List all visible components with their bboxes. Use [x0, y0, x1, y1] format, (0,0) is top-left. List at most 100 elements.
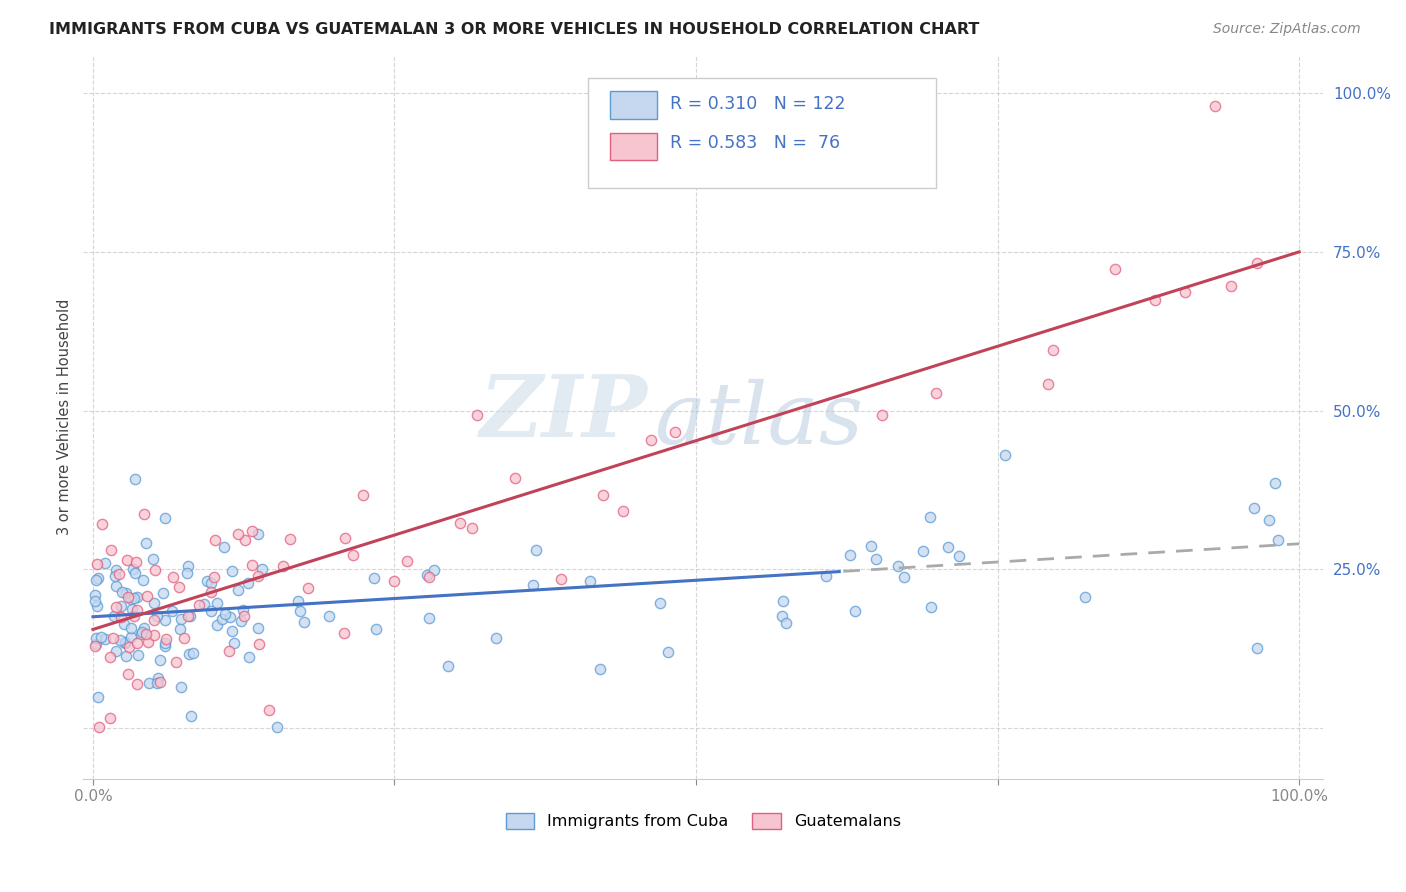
Point — [395, 554, 418, 568]
Point — [231, 614, 253, 628]
Point — [292, 615, 315, 629]
Point — [1264, 475, 1286, 490]
Point — [143, 628, 166, 642]
Point — [86, 557, 108, 571]
Point — [136, 589, 159, 603]
Point — [138, 676, 160, 690]
Point — [131, 624, 153, 639]
Point — [162, 569, 184, 583]
Text: R = 0.583   N =  76: R = 0.583 N = 76 — [669, 135, 839, 153]
Point — [384, 574, 406, 588]
Point — [146, 675, 169, 690]
Point — [195, 574, 218, 589]
Point — [200, 576, 222, 591]
Point — [1144, 293, 1167, 308]
Point — [775, 616, 797, 631]
Point — [1267, 533, 1289, 547]
Point — [181, 646, 204, 660]
Point — [149, 653, 172, 667]
Point — [224, 635, 246, 649]
Point — [105, 579, 128, 593]
Point — [240, 558, 263, 572]
Y-axis label: 3 or more Vehicles in Household: 3 or more Vehicles in Household — [58, 299, 72, 535]
Point — [100, 542, 122, 557]
Point — [125, 555, 148, 569]
Point — [173, 632, 195, 646]
Point — [143, 563, 166, 577]
Point — [115, 553, 138, 567]
Point — [169, 622, 191, 636]
Point — [84, 594, 107, 608]
Point — [91, 517, 114, 532]
Point — [205, 596, 228, 610]
Point — [522, 578, 544, 592]
Point — [814, 568, 837, 582]
Point — [165, 655, 187, 669]
Point — [423, 563, 446, 577]
Point — [94, 632, 117, 647]
Point — [112, 617, 135, 632]
Point — [865, 552, 887, 566]
Point — [503, 471, 526, 485]
Point — [114, 635, 136, 649]
Point — [925, 386, 948, 401]
Point — [221, 624, 243, 639]
Point — [859, 539, 882, 553]
Point — [612, 504, 634, 518]
Point — [770, 608, 793, 623]
Point — [135, 536, 157, 550]
Point — [844, 603, 866, 617]
Text: ZIP: ZIP — [479, 371, 648, 455]
Point — [233, 533, 256, 547]
Point — [200, 604, 222, 618]
Point — [640, 433, 662, 447]
Point — [94, 556, 117, 570]
Point — [266, 720, 288, 734]
Point — [86, 599, 108, 613]
Point — [226, 582, 249, 597]
Point — [416, 567, 439, 582]
Point — [839, 548, 862, 562]
Point — [287, 593, 309, 607]
Point — [1074, 590, 1097, 604]
Point — [162, 604, 184, 618]
Point — [134, 621, 156, 635]
Point — [1174, 285, 1197, 300]
Point — [592, 488, 614, 502]
Point — [120, 630, 142, 644]
Point — [1246, 256, 1268, 270]
Point — [104, 563, 127, 577]
Point — [920, 510, 942, 524]
Point — [1243, 501, 1265, 516]
Point — [117, 667, 139, 681]
Point — [936, 540, 959, 554]
Point — [200, 585, 222, 599]
Point — [1038, 377, 1060, 392]
Point — [142, 613, 165, 627]
Point — [121, 602, 143, 616]
Point — [218, 643, 240, 657]
Point — [107, 566, 129, 581]
Point — [84, 573, 107, 587]
Point — [122, 608, 145, 623]
Point — [114, 586, 136, 600]
Point — [84, 631, 107, 645]
Point — [127, 590, 149, 604]
Point — [238, 649, 260, 664]
Point — [125, 602, 148, 616]
Point — [246, 621, 269, 635]
Point — [103, 609, 125, 624]
Point — [180, 709, 202, 723]
Point — [318, 608, 340, 623]
Point — [342, 548, 364, 562]
Point — [290, 604, 312, 618]
Point — [204, 533, 226, 547]
Point — [1257, 513, 1279, 527]
Point — [1246, 641, 1268, 656]
Text: Source: ZipAtlas.com: Source: ZipAtlas.com — [1213, 22, 1361, 37]
Point — [461, 521, 484, 535]
Point — [124, 472, 146, 486]
Point — [363, 571, 385, 585]
FancyBboxPatch shape — [588, 78, 936, 187]
Point — [176, 558, 198, 573]
